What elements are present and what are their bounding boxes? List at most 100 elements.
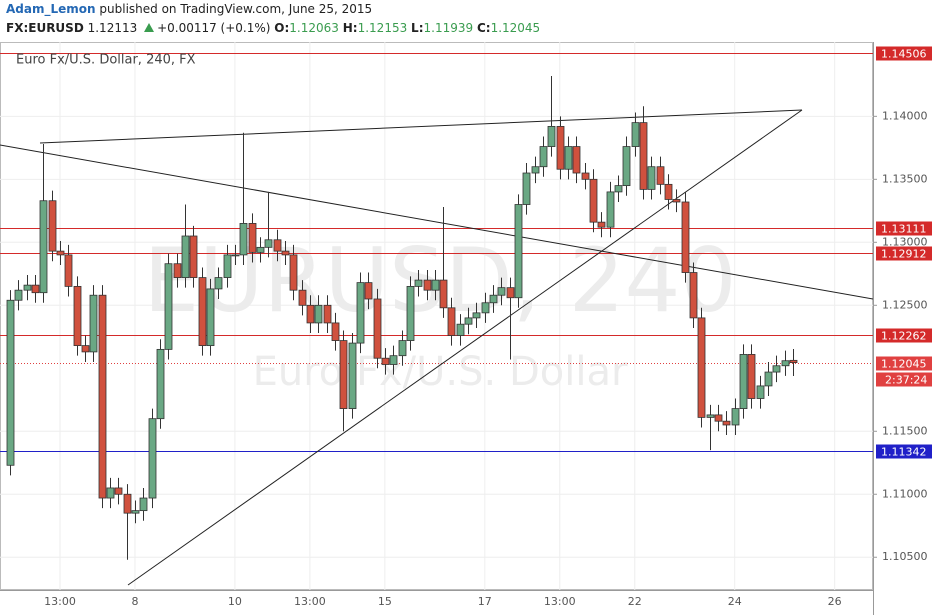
x-tick-label: 8 — [131, 595, 138, 608]
ohlc-close: 1.12045 — [490, 21, 541, 35]
ohlc-high-label: H: — [342, 21, 358, 35]
grid — [0, 42, 873, 590]
candle-body — [31, 284, 40, 294]
candle-body — [364, 282, 373, 300]
candle-body — [472, 312, 481, 319]
candle-body — [156, 348, 165, 420]
candle-body — [98, 294, 107, 499]
quote-line: FX:EURUSD 1.12113 +0.00117 (+0.1%) O: 1.1… — [6, 19, 931, 38]
candle-body — [289, 254, 298, 291]
candle-body — [189, 235, 198, 278]
x-tick-label: 13:00 — [294, 595, 326, 608]
y-tick-label: 1.10500 — [882, 550, 928, 563]
x-tick-label: 13:00 — [44, 595, 76, 608]
candle-body — [273, 239, 282, 252]
candle-body — [373, 298, 382, 359]
candle-body — [256, 246, 265, 253]
candle-body — [514, 204, 523, 299]
candle-body — [148, 418, 157, 499]
candle-body — [356, 282, 365, 344]
trend-line — [127, 109, 803, 586]
candle-body — [173, 263, 182, 278]
level-label-box — [876, 444, 932, 459]
candle-body — [531, 166, 540, 174]
y-tick-label: 1.11500 — [882, 424, 928, 437]
candle-body — [597, 221, 606, 228]
candle-body — [248, 223, 257, 253]
candle-body — [781, 360, 790, 367]
ohlc-close-label: C: — [476, 21, 491, 35]
candle-body — [439, 279, 448, 309]
header: Adam_Lemon published on TradingView.com,… — [6, 0, 931, 40]
candle-body — [123, 493, 132, 514]
candle-body — [323, 304, 332, 324]
up-arrow — [144, 23, 155, 32]
candle-body — [556, 126, 565, 170]
ohlc-open-label: O: — [274, 21, 290, 35]
candle-body — [731, 408, 740, 426]
candle-body — [56, 250, 65, 256]
candle-body — [456, 323, 465, 336]
candle-body — [714, 414, 723, 422]
candle-body — [264, 239, 273, 248]
candle-body — [547, 126, 556, 147]
author[interactable]: Adam_Lemon — [6, 2, 96, 16]
candle-body — [606, 191, 615, 228]
candle-body — [306, 304, 315, 324]
candle-body — [64, 254, 73, 287]
ohlc-low: 1.11939 — [423, 21, 474, 35]
candle-body — [48, 200, 57, 252]
candle-body — [298, 289, 307, 306]
x-tick-label: 13:00 — [544, 595, 576, 608]
candle-body — [331, 322, 340, 341]
candle-body — [464, 317, 473, 325]
candle-body — [722, 420, 731, 426]
candle-body — [647, 166, 656, 190]
candle-body — [348, 342, 357, 409]
y-tick-label: 1.13500 — [882, 172, 928, 185]
x-tick-label: 26 — [828, 595, 842, 608]
level-label: 1.12045 — [881, 358, 927, 371]
candle-body — [572, 146, 581, 174]
candle-body — [14, 289, 23, 301]
candle-body — [672, 199, 681, 203]
candle-body — [747, 354, 756, 399]
candle-body — [481, 302, 490, 314]
candle-body — [689, 272, 698, 319]
candle-body — [406, 285, 415, 341]
candle-body — [314, 304, 323, 324]
byline: published on TradingView.com, June 25, 2… — [99, 2, 373, 16]
watermark-sub: Euro Fx/U.S. Dollar — [253, 349, 628, 395]
candles — [6, 76, 798, 560]
level-label: 1.12262 — [881, 330, 927, 343]
candle-body — [131, 510, 140, 514]
candle-body — [539, 146, 548, 168]
candle-body — [772, 365, 781, 373]
ohlc-high: 1.12153 — [357, 21, 408, 35]
candle-body — [23, 284, 32, 291]
candle-body — [231, 254, 240, 257]
candle-body — [89, 294, 98, 353]
last-price: 1.12113 — [87, 21, 138, 35]
candle-body — [398, 340, 407, 357]
candle-body — [164, 263, 173, 350]
levels — [0, 53, 873, 452]
drawings — [0, 109, 873, 586]
candle-body — [81, 345, 90, 353]
level-label-box — [876, 246, 932, 261]
x-tick-label: 24 — [728, 595, 742, 608]
y-tick-label: 1.12500 — [882, 298, 928, 311]
candle-body — [431, 279, 440, 291]
candle-body — [497, 287, 506, 296]
y-tick-label: 1.13000 — [882, 235, 928, 248]
symbol: FX:EURUSD — [6, 21, 84, 35]
candle-body — [622, 146, 631, 187]
candle-body — [281, 250, 290, 256]
candle-body — [447, 307, 456, 336]
candle-body — [139, 497, 148, 512]
change: +0.00117 (+0.1%) — [157, 21, 271, 35]
candle-body — [39, 200, 48, 294]
candle-body — [6, 299, 15, 466]
candle-body — [522, 172, 531, 205]
